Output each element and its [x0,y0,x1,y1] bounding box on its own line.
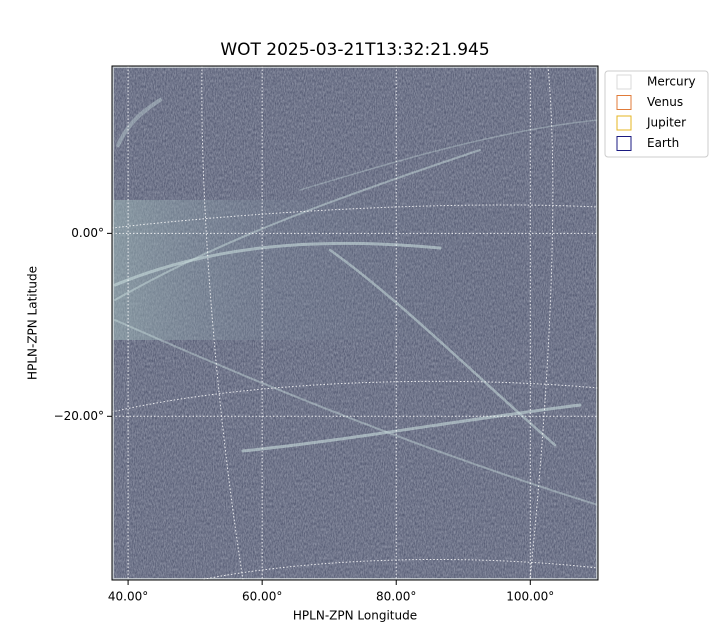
x-tick-label: 60.00° [242,590,282,604]
plot-frame [111,65,599,581]
legend-label: Jupiter [646,116,686,130]
legend-label: Mercury [647,75,696,89]
x-tick-label: 100.00° [506,590,554,604]
legend-frame [604,70,709,158]
legend: Mercury Venus Jupiter Earth [604,70,709,158]
legend-swatch [616,115,632,131]
legend-swatch [616,95,632,110]
legend-swatch [616,74,632,90]
x-tick-label: 80.00° [376,590,416,604]
x-tick-label: 40.00° [108,590,148,604]
chart-title: WOT 2025-03-21T13:32:21.945 [220,40,489,60]
y-tick-label: 0.00° [71,226,104,240]
y-tick-label: −20.00° [54,409,104,423]
legend-swatch [616,136,632,151]
x-axis-label: HPLN-ZPN Longitude [293,609,417,623]
image [112,66,598,580]
y-axis-label: HPLN-ZPN Latitude [26,266,40,380]
legend-label: Earth [647,136,679,150]
legend-label: Venus [647,95,683,109]
